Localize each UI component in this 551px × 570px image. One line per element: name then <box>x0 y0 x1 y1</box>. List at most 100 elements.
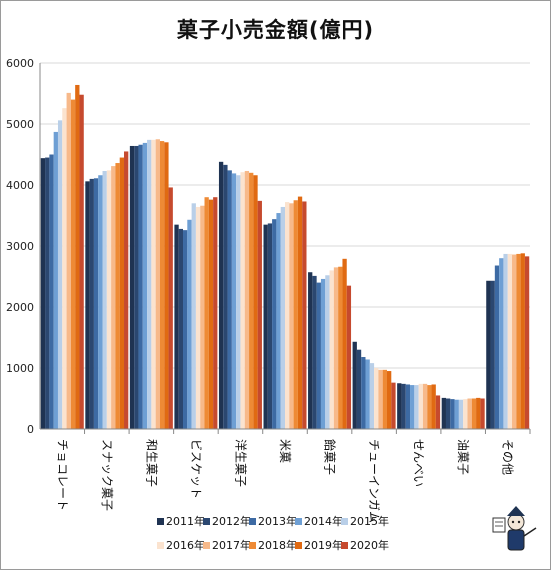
bar <box>231 173 237 429</box>
bar <box>524 256 530 429</box>
legend-label: 2019年 <box>304 538 343 552</box>
bar <box>236 175 241 429</box>
legend-swatch <box>341 518 348 525</box>
x-axis-category-labels: チョコレート スナック菓子 和生菓子 ビスケット 洋生菓子 米菓 飴菓子 チューインガム せんべ… <box>55 439 514 523</box>
bar <box>183 230 188 429</box>
bar <box>134 145 139 429</box>
bar <box>410 385 415 429</box>
bar <box>89 178 94 429</box>
bar <box>178 228 184 429</box>
legend-swatch <box>249 542 256 549</box>
bar <box>218 161 224 429</box>
bar <box>244 170 250 429</box>
bar <box>352 341 357 429</box>
bar <box>93 178 99 429</box>
bar <box>155 139 160 429</box>
bar <box>119 157 125 430</box>
legend-label: 2018年 <box>258 538 297 552</box>
bars <box>40 84 530 430</box>
bar <box>159 141 165 429</box>
bar <box>66 92 71 429</box>
legend-label: 2016年 <box>166 538 205 552</box>
bar <box>418 383 423 429</box>
bar <box>85 181 90 429</box>
bar <box>346 285 352 429</box>
legend-label: 2012年 <box>212 514 251 528</box>
bar <box>267 223 273 429</box>
bar <box>308 272 313 429</box>
bar <box>302 201 307 429</box>
x-category-label: 洋生菓子 <box>233 439 248 487</box>
legend-swatch <box>203 542 210 549</box>
legend-label: 2014年 <box>304 514 343 528</box>
bar <box>223 164 228 429</box>
bar <box>191 203 196 429</box>
bar <box>257 200 262 429</box>
bar <box>312 275 317 429</box>
bar <box>325 275 330 429</box>
legend-label: 2017年 <box>212 538 251 552</box>
y-tick-label: 6000 <box>6 57 34 70</box>
bar <box>280 206 285 429</box>
x-category-label: チューインガム <box>367 439 381 523</box>
bar <box>414 385 419 429</box>
bar <box>147 139 152 430</box>
bar <box>401 383 406 429</box>
bar <box>361 357 366 429</box>
y-tick-label: 3000 <box>6 240 34 253</box>
bar <box>174 224 179 429</box>
legend: 2011年 2012年 2013年 2014年 2015年 2016年 2017年 2018年… <box>157 514 389 552</box>
bar <box>422 383 428 429</box>
bar <box>450 399 455 429</box>
x-category-label: 油菓子 <box>456 439 470 475</box>
bar <box>124 151 129 429</box>
bar <box>227 170 232 430</box>
x-category-label: ビスケット <box>189 439 203 499</box>
bar <box>365 359 370 429</box>
bar <box>168 187 173 429</box>
legend-swatch <box>249 518 256 525</box>
bar <box>374 368 379 429</box>
bar <box>62 108 67 429</box>
mascot-illustration <box>492 506 537 551</box>
legend-swatch <box>157 518 164 525</box>
legend-swatch <box>157 542 164 549</box>
bar <box>490 280 495 429</box>
bar <box>115 163 120 430</box>
bar <box>486 280 491 429</box>
bar <box>516 253 521 429</box>
legend-label: 2015年 <box>350 514 389 528</box>
bar <box>382 369 387 429</box>
bar <box>53 131 58 429</box>
legend-swatch <box>341 542 348 549</box>
bar <box>187 219 192 429</box>
x-category-label: 飴菓子 <box>323 439 338 475</box>
bar <box>458 399 464 429</box>
bar <box>204 197 209 429</box>
bar <box>75 84 80 430</box>
bar <box>263 224 268 429</box>
bar <box>342 258 347 429</box>
bar <box>386 371 392 429</box>
bar <box>142 142 148 429</box>
bar <box>138 144 143 430</box>
bar <box>467 398 472 429</box>
bar <box>463 399 468 429</box>
bar <box>329 270 334 429</box>
x-category-label: チョコレート <box>55 439 69 511</box>
bar <box>272 219 277 429</box>
bar <box>57 120 63 429</box>
x-category-label: 米菓 <box>278 439 292 463</box>
bar <box>397 383 402 429</box>
bar <box>431 384 436 429</box>
y-tick-label: 2000 <box>6 301 34 314</box>
legend-label: 2013年 <box>258 514 297 528</box>
bar <box>356 349 362 429</box>
bar <box>213 197 218 429</box>
bar <box>79 94 84 429</box>
bar <box>253 175 258 429</box>
x-category-label: 和生菓子 <box>144 439 158 487</box>
bar <box>338 266 343 429</box>
bar <box>503 253 508 429</box>
